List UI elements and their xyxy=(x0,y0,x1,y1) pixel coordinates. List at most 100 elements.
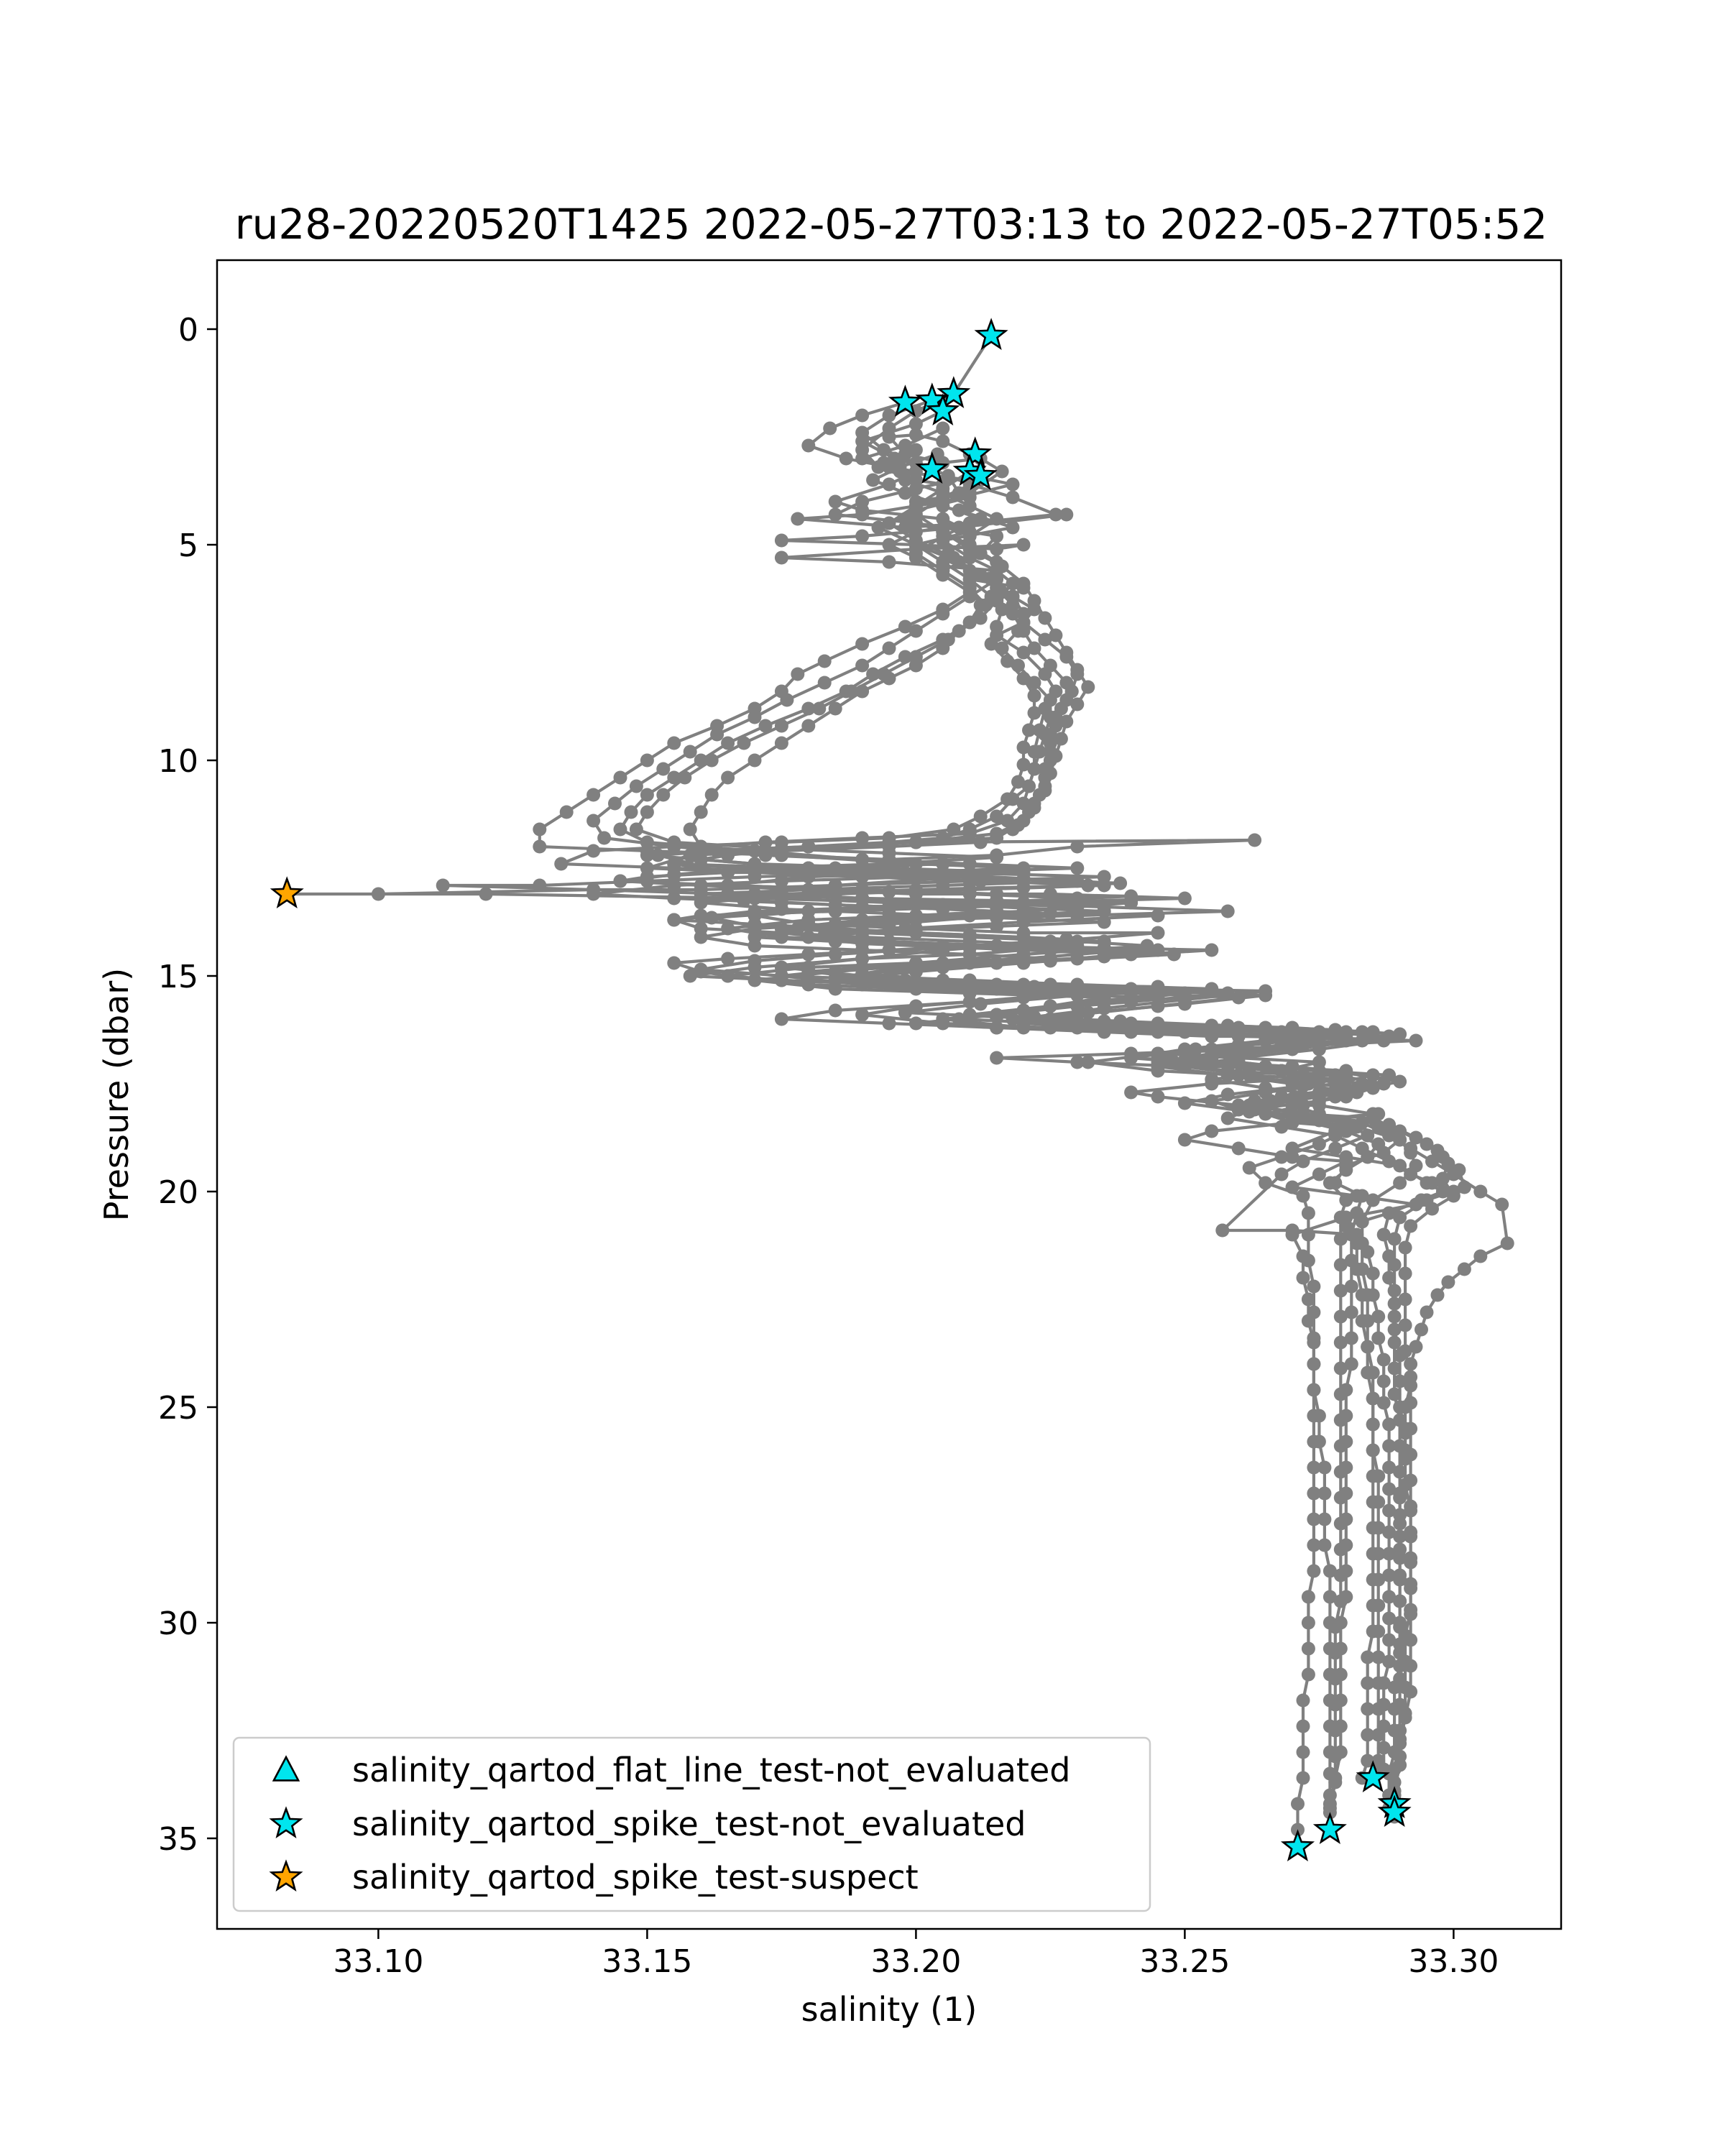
x-tick-label: 33.20 xyxy=(870,1943,961,1980)
profile-point xyxy=(1366,1521,1380,1535)
profile-point xyxy=(882,538,896,552)
profile-point xyxy=(855,913,870,927)
profile-point xyxy=(1059,650,1074,664)
profile-point xyxy=(855,529,870,543)
profile-point xyxy=(1398,1680,1412,1695)
profile-point xyxy=(936,434,950,448)
profile-point xyxy=(554,857,569,871)
profile-point xyxy=(1296,1079,1310,1093)
profile-point xyxy=(1376,1741,1391,1755)
profile-point xyxy=(1404,1396,1418,1410)
profile-point xyxy=(1339,1193,1353,1207)
profile-point xyxy=(1333,1568,1348,1583)
profile-point xyxy=(1446,1189,1460,1203)
profile-point xyxy=(1393,1374,1407,1388)
profile-point xyxy=(1215,1223,1230,1238)
profile-point xyxy=(640,805,654,819)
profile-point xyxy=(962,883,977,897)
profile-point xyxy=(694,962,708,977)
profile-point xyxy=(694,895,708,910)
profile-point xyxy=(855,637,870,651)
profile-point xyxy=(748,753,762,768)
profile-point xyxy=(1205,1124,1219,1138)
profile-point xyxy=(1016,645,1031,660)
profile-point xyxy=(1382,1417,1397,1432)
profile-point xyxy=(1070,1055,1085,1069)
profile-point xyxy=(1361,1676,1375,1690)
profile-point xyxy=(828,887,842,901)
profile-point xyxy=(758,835,773,849)
profile-point xyxy=(995,641,1009,655)
profile-point xyxy=(1457,1262,1471,1276)
profile-point xyxy=(1393,1027,1407,1041)
profile-point xyxy=(973,512,988,526)
y-tick-label: 30 xyxy=(158,1606,198,1642)
legend-triangle-icon xyxy=(272,1755,300,1782)
profile-point xyxy=(882,934,896,949)
profile-point xyxy=(774,889,788,903)
profile-point xyxy=(1366,1443,1380,1457)
profile-point xyxy=(1398,1240,1412,1255)
profile-point xyxy=(1054,701,1068,716)
profile-point xyxy=(898,619,912,634)
profile-point xyxy=(1081,1055,1095,1069)
profile-point xyxy=(893,460,907,474)
profile-point xyxy=(1333,1258,1348,1272)
profile-point xyxy=(1307,1512,1321,1526)
plot-area xyxy=(270,318,1514,1862)
profile-point xyxy=(936,563,950,578)
profile-point xyxy=(1404,1219,1418,1233)
profile-point xyxy=(1259,1176,1273,1190)
profile-point xyxy=(801,719,816,733)
profile-point xyxy=(1205,943,1219,957)
spike-not-evaluated-marker xyxy=(937,376,971,409)
profile-point xyxy=(1452,1163,1466,1177)
profile-point xyxy=(1387,1387,1402,1401)
profile-point xyxy=(1387,1309,1402,1324)
profile-point xyxy=(828,1003,842,1018)
profile-point xyxy=(1414,1322,1428,1337)
profile-point xyxy=(1425,1202,1439,1216)
profile-point xyxy=(1393,1413,1407,1427)
profile-point xyxy=(995,464,1009,479)
profile-point xyxy=(1430,1143,1445,1158)
profile-point xyxy=(1382,1654,1397,1669)
profile-point xyxy=(1376,1676,1391,1690)
profile-point xyxy=(1296,1271,1310,1285)
profile-point xyxy=(1006,1012,1020,1026)
profile-point xyxy=(1027,641,1041,655)
profile-point xyxy=(1366,1417,1380,1432)
profile-point xyxy=(774,1012,788,1026)
profile-point xyxy=(1376,1374,1391,1388)
profile-point xyxy=(990,529,1004,543)
profile-point xyxy=(683,848,697,862)
profile-point xyxy=(613,770,627,785)
profile-point xyxy=(613,874,627,888)
profile-point xyxy=(973,997,988,1011)
profile-point xyxy=(1322,1176,1337,1190)
profile-point xyxy=(1328,1620,1343,1634)
profile-point xyxy=(1296,1189,1310,1203)
profile-point xyxy=(936,499,950,513)
profile-point xyxy=(828,494,842,509)
profile-point xyxy=(1366,1624,1380,1639)
profile-point xyxy=(1307,1111,1321,1125)
profile-point xyxy=(1398,1318,1412,1332)
profile-point xyxy=(936,607,950,621)
profile-point xyxy=(1441,1275,1455,1289)
profile-point xyxy=(1312,1167,1326,1181)
profile-point xyxy=(704,911,719,925)
profile-point xyxy=(936,1016,950,1031)
profile-point xyxy=(823,421,837,436)
profile-point xyxy=(1016,1003,1031,1018)
profile-point xyxy=(1376,1227,1391,1242)
profile-point xyxy=(1333,1387,1348,1401)
profile-point xyxy=(737,736,751,750)
profile-point xyxy=(1328,1085,1343,1100)
profile-point xyxy=(1070,891,1085,906)
profile-point xyxy=(1307,1357,1321,1371)
profile-point xyxy=(1081,680,1095,694)
profile-point xyxy=(936,486,950,500)
profile-point xyxy=(1382,1439,1397,1453)
profile-point xyxy=(817,928,832,942)
